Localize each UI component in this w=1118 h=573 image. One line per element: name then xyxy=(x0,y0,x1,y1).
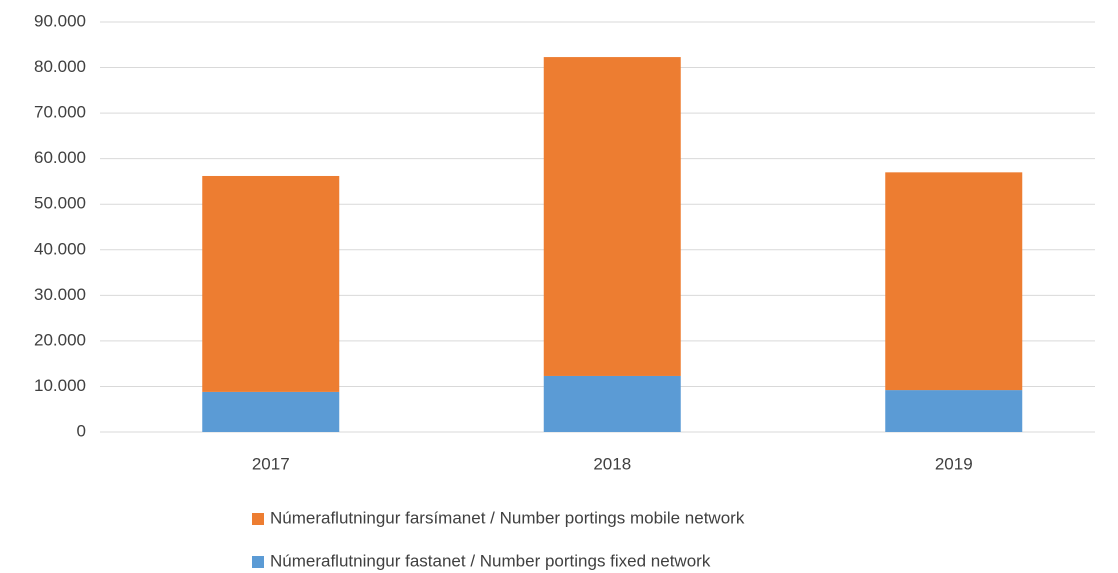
x-tick-label: 2017 xyxy=(252,454,290,473)
y-tick-label: 80.000 xyxy=(34,57,86,76)
y-tick-label: 70.000 xyxy=(34,103,86,122)
bar-segment xyxy=(885,172,1023,391)
y-tick-label: 20.000 xyxy=(34,330,86,349)
bar-segment xyxy=(543,57,681,376)
legend-swatch xyxy=(252,556,264,568)
y-tick-label: 50.000 xyxy=(34,194,86,213)
x-tick-label: 2019 xyxy=(935,454,973,473)
y-tick-label: 30.000 xyxy=(34,285,86,304)
legend-swatch xyxy=(252,513,264,525)
y-tick-label: 10.000 xyxy=(34,376,86,395)
y-tick-label: 40.000 xyxy=(34,239,86,258)
bar-segment xyxy=(202,391,340,432)
bar-segment xyxy=(885,390,1023,432)
y-tick-label: 90.000 xyxy=(34,11,86,30)
y-tick-label: 0 xyxy=(77,421,86,440)
y-tick-label: 60.000 xyxy=(34,148,86,167)
legend-label: Númeraflutningur fastanet / Number porti… xyxy=(270,551,711,570)
bar-segment xyxy=(543,375,681,432)
bar-segment xyxy=(202,175,340,392)
legend-label: Númeraflutningur farsímanet / Number por… xyxy=(270,508,745,527)
x-tick-label: 2018 xyxy=(593,454,631,473)
